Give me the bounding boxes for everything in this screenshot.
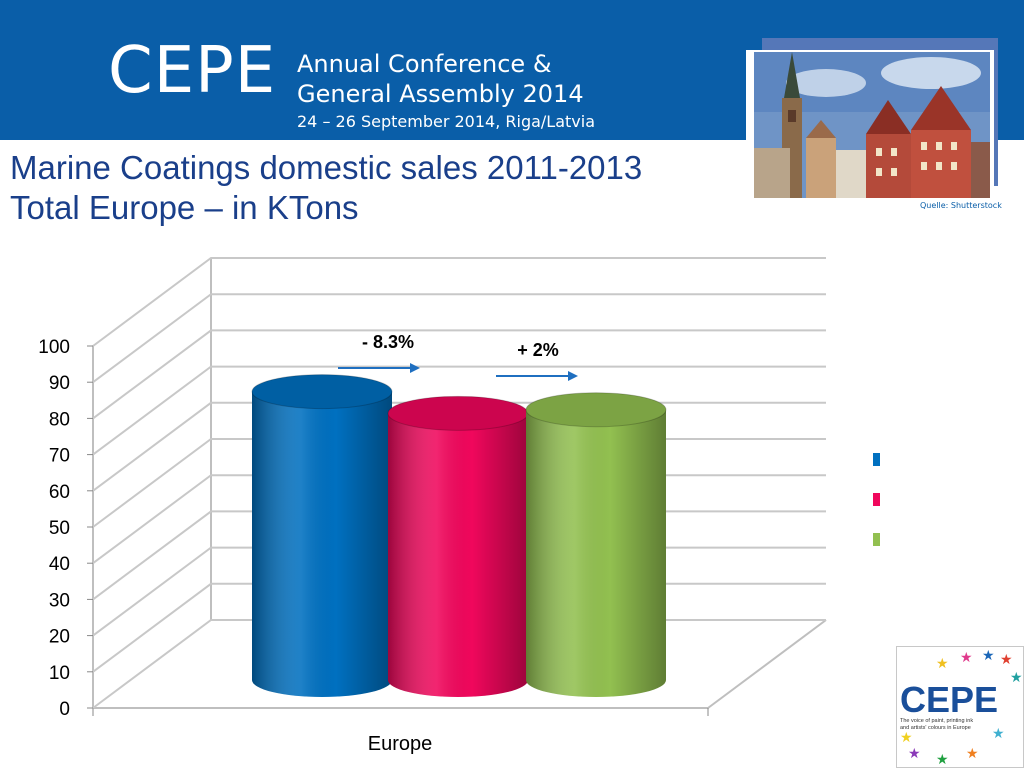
badge-logo: CEPE xyxy=(900,679,998,720)
svg-text:★: ★ xyxy=(900,730,913,746)
svg-text:★: ★ xyxy=(1010,670,1023,686)
y-tick-label: 30 xyxy=(49,590,70,611)
conference-title-line1: Annual Conference & xyxy=(297,50,552,78)
photo-credit: Quelle: Shutterstock xyxy=(920,201,1002,210)
slide-title: Marine Coatings domestic sales 2011-2013… xyxy=(10,148,642,228)
svg-text:★: ★ xyxy=(1000,652,1013,668)
annotations: - 8.3% + 2% xyxy=(338,332,578,381)
y-tick-label: 70 xyxy=(49,446,70,467)
svg-text:and artists' colours in Europe: and artists' colours in Europe xyxy=(900,725,971,731)
y-axis-ticks: 0 10 20 30 40 50 60 70 80 90 100 xyxy=(38,337,93,720)
title-line1: Marine Coatings domestic sales 2011-2013 xyxy=(10,149,643,186)
svg-text:★: ★ xyxy=(992,726,1005,742)
y-tick-label: 50 xyxy=(49,518,70,539)
cepe-badge: ★ ★ ★ ★ ★ ★ ★ ★ ★ ★ CEPE The voice of pa… xyxy=(896,646,1024,768)
y-tick-label: 90 xyxy=(49,373,70,394)
bar-2011 xyxy=(251,374,393,697)
legend-swatch xyxy=(873,493,880,506)
y-tick-label: 80 xyxy=(49,409,70,430)
annotation-label: + 2% xyxy=(517,340,559,360)
legend-swatch xyxy=(873,533,880,546)
svg-text:★: ★ xyxy=(936,656,949,672)
riga-photo xyxy=(746,38,1002,202)
gridline xyxy=(92,329,826,420)
bar-2013 xyxy=(525,392,667,697)
y-tick-label: 20 xyxy=(49,627,70,648)
conference-title-line2: General Assembly 2014 xyxy=(297,80,584,108)
cepe-logo: CEPE xyxy=(108,34,277,108)
gridline xyxy=(92,365,826,456)
chart: 0 10 20 30 40 50 60 70 80 90 100 - 8.3% + 2% 201120… xyxy=(38,257,880,755)
y-tick-label: 0 xyxy=(59,699,70,720)
x-category-label: Europe xyxy=(368,733,433,755)
svg-text:The voice of paint, printing i: The voice of paint, printing ink xyxy=(900,718,973,724)
y-tick-label: 100 xyxy=(38,337,70,358)
svg-text:★: ★ xyxy=(936,752,949,768)
title-line2: Total Europe – in KTons xyxy=(10,189,359,226)
svg-text:★: ★ xyxy=(960,650,973,666)
y-tick-label: 60 xyxy=(49,482,70,503)
legend: 201120122013 xyxy=(873,453,880,546)
gridline xyxy=(92,293,826,384)
legend-swatch xyxy=(873,453,880,466)
annotation-label: - 8.3% xyxy=(362,332,414,352)
y-tick-label: 40 xyxy=(49,554,70,575)
svg-text:★: ★ xyxy=(966,746,979,762)
gridline xyxy=(92,257,826,347)
conference-date-location: 24 – 26 September 2014, Riga/Latvia xyxy=(297,112,596,131)
bars xyxy=(251,374,667,697)
bar-2012 xyxy=(387,395,529,697)
svg-text:★: ★ xyxy=(982,648,995,664)
svg-text:★: ★ xyxy=(908,746,921,762)
y-tick-label: 10 xyxy=(49,663,70,684)
